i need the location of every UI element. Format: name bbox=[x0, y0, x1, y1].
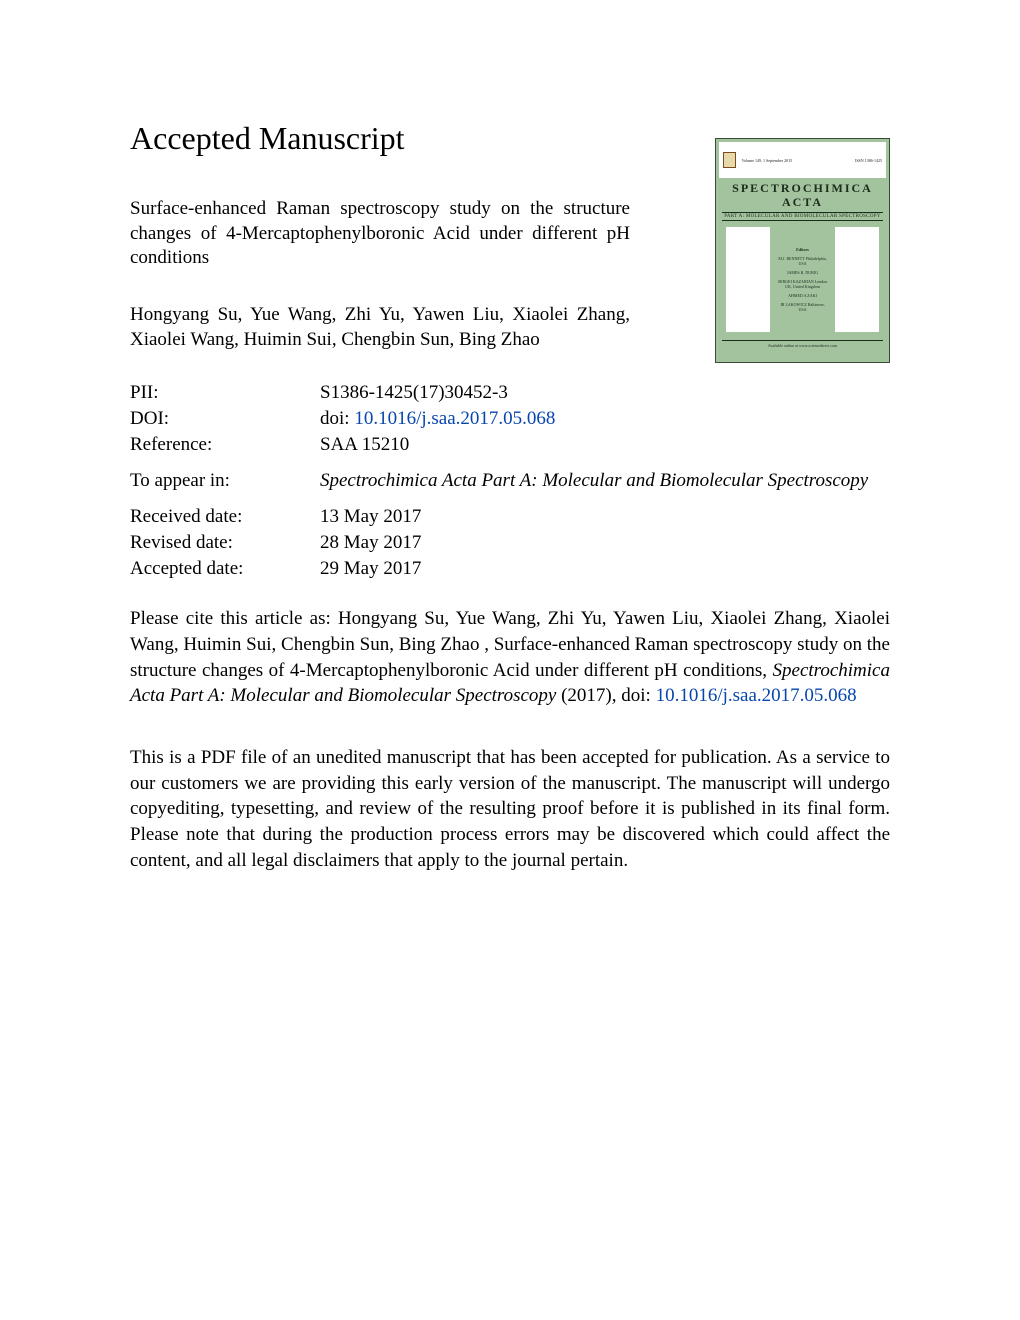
citation-doi-link[interactable]: 10.1016/j.saa.2017.05.068 bbox=[656, 685, 857, 706]
doi-prefix: doi: bbox=[320, 408, 354, 429]
publisher-logo-icon bbox=[723, 152, 736, 168]
received-value: 13 May 2017 bbox=[320, 504, 890, 530]
reference-label: Reference: bbox=[130, 432, 320, 458]
disclaimer-block: This is a PDF file of an unedited manusc… bbox=[130, 745, 890, 873]
reference-value: SAA 15210 bbox=[320, 432, 890, 458]
cover-subtitle: PART A: MOLECULAR AND BIOMOLECULAR SPECT… bbox=[722, 212, 883, 221]
cover-editor-3: SERGEI KAZARIAN London UK, United Kingdo… bbox=[776, 279, 829, 289]
citation-block: Please cite this article as: Hongyang Su… bbox=[130, 606, 890, 709]
cover-footer: Available online at www.sciencedirect.co… bbox=[722, 340, 883, 348]
metadata-table: PII: S1386-1425(17)30452-3 DOI: doi: 10.… bbox=[130, 380, 890, 582]
doi-link[interactable]: 10.1016/j.saa.2017.05.068 bbox=[354, 408, 555, 429]
article-title: Surface-enhanced Raman spectroscopy stud… bbox=[130, 197, 630, 271]
manuscript-page: Accepted Manuscript Volume 149, 1 Septem… bbox=[0, 0, 1020, 933]
accepted-value: 29 May 2017 bbox=[320, 556, 890, 582]
meta-row-appear: To appear in: Spectrochimica Acta Part A… bbox=[130, 468, 890, 494]
revised-label: Revised date: bbox=[130, 530, 320, 556]
cover-title-l2: ACTA bbox=[782, 195, 823, 209]
meta-row-revised: Revised date: 28 May 2017 bbox=[130, 530, 890, 556]
cover-editor-1: M.J. BENNETT Philadelphia, USA bbox=[776, 256, 829, 266]
cover-col-right bbox=[835, 227, 879, 332]
doi-value: doi: 10.1016/j.saa.2017.05.068 bbox=[320, 406, 890, 432]
cover-editor-4: AHMED A ZAKI bbox=[788, 293, 817, 298]
meta-row-reference: Reference: SAA 15210 bbox=[130, 432, 890, 458]
cover-editors-label: Editors bbox=[796, 247, 809, 252]
article-authors: Hongyang Su, Yue Wang, Zhi Yu, Yawen Liu… bbox=[130, 303, 630, 352]
journal-cover-thumbnail: Volume 149, 1 September 2015 ISSN 1386-1… bbox=[715, 138, 890, 363]
cover-top-meta: Volume 149, 1 September 2015 ISSN 1386-1… bbox=[742, 158, 882, 163]
pii-label: PII: bbox=[130, 380, 320, 406]
appear-value: Spectrochimica Acta Part A: Molecular an… bbox=[320, 468, 890, 494]
meta-row-received: Received date: 13 May 2017 bbox=[130, 504, 890, 530]
cover-editors: Editors M.J. BENNETT Philadelphia, USA J… bbox=[776, 227, 829, 332]
appear-label: To appear in: bbox=[130, 468, 320, 494]
meta-row-accepted: Accepted date: 29 May 2017 bbox=[130, 556, 890, 582]
meta-row-pii: PII: S1386-1425(17)30452-3 bbox=[130, 380, 890, 406]
doi-label: DOI: bbox=[130, 406, 320, 432]
meta-row-doi: DOI: doi: 10.1016/j.saa.2017.05.068 bbox=[130, 406, 890, 432]
cover-top-strip: Volume 149, 1 September 2015 ISSN 1386-1… bbox=[719, 142, 886, 178]
cover-title-l1: SPECTROCHIMICA bbox=[732, 181, 873, 195]
pii-value: S1386-1425(17)30452-3 bbox=[320, 380, 890, 406]
accepted-label: Accepted date: bbox=[130, 556, 320, 582]
header-row: Accepted Manuscript Volume 149, 1 Septem… bbox=[130, 120, 890, 352]
cover-editor-5: JR LAKOWICZ Baltimore, USA bbox=[776, 302, 829, 312]
cover-issn: ISSN 1386-1425 bbox=[855, 158, 882, 163]
cover-volume: Volume 149, 1 September 2015 bbox=[742, 158, 792, 163]
citation-year: (2017), doi: bbox=[556, 685, 655, 706]
revised-value: 28 May 2017 bbox=[320, 530, 890, 556]
received-label: Received date: bbox=[130, 504, 320, 530]
cover-col-left bbox=[726, 227, 770, 332]
cover-columns: Editors M.J. BENNETT Philadelphia, USA J… bbox=[726, 227, 879, 332]
cover-editor-2: JAMES R. DURIG bbox=[787, 270, 818, 275]
cover-journal-title: SPECTROCHIMICA ACTA bbox=[716, 182, 889, 210]
